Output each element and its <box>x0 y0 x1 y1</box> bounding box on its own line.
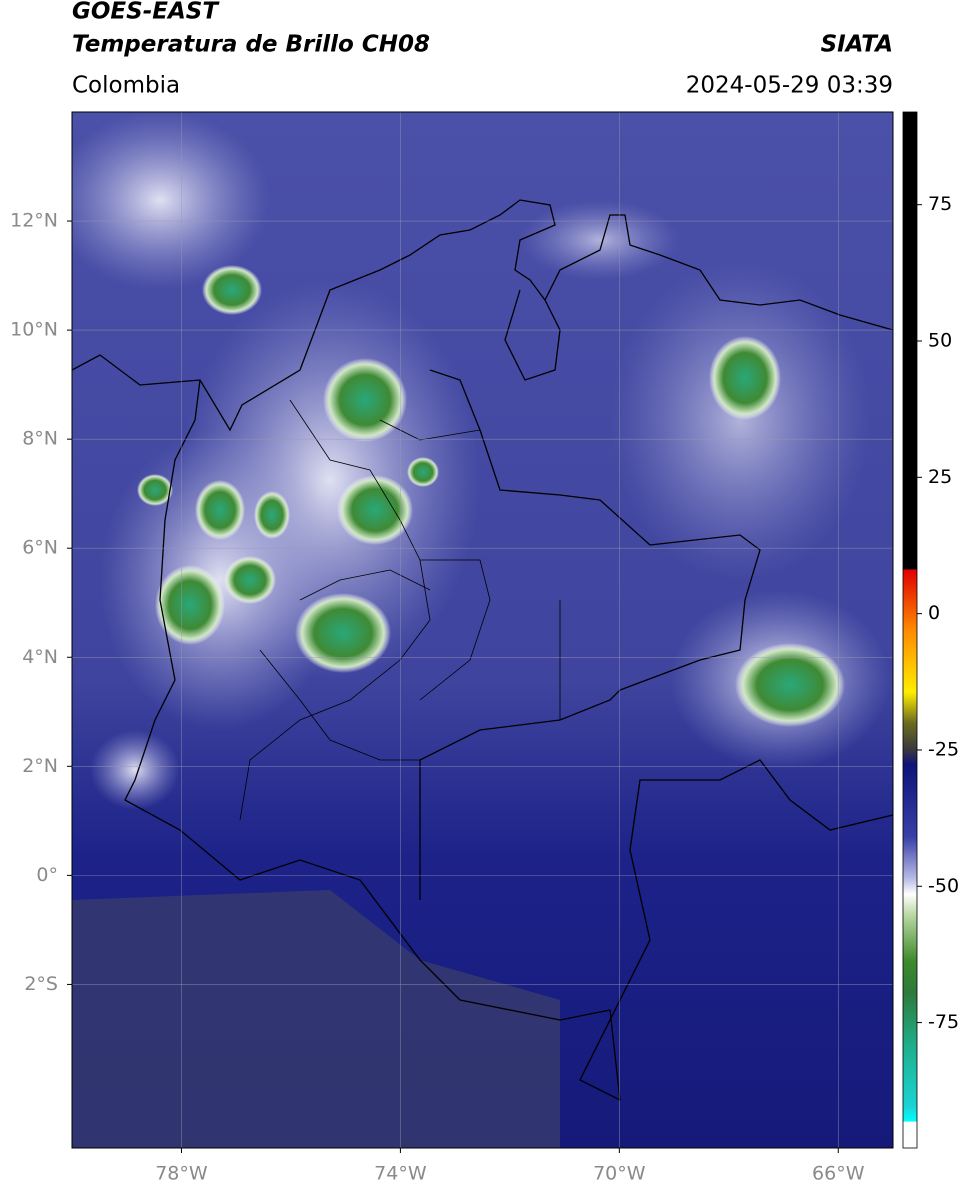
y-tick-label: 2°S <box>24 973 58 995</box>
colorbar-tick-label: -25 <box>928 738 959 760</box>
map-frame <box>71 111 894 1149</box>
x-tick-label: 74°W <box>374 1163 427 1185</box>
colorbar-tick-label: 50 <box>928 330 952 352</box>
y-tick-label: 10°N <box>10 319 58 341</box>
colorbar-tick-label: 25 <box>928 466 952 488</box>
y-tick-label: 12°N <box>10 210 58 232</box>
y-tick-label: 2°N <box>22 755 58 777</box>
colorbar <box>902 111 918 1149</box>
y-tick-label: 0° <box>36 864 58 886</box>
colorbar-tick-label: -50 <box>928 875 959 897</box>
satellite-image <box>72 112 893 1148</box>
x-tick-label: 66°W <box>812 1163 865 1185</box>
y-tick-label: 4°N <box>22 646 58 668</box>
subtitle: Temperatura de Brillo CH08 <box>72 32 430 58</box>
source: SIATA <box>821 32 893 58</box>
y-tick-label: 6°N <box>22 537 58 559</box>
y-tick-label: 8°N <box>22 428 58 450</box>
colorbar-tick-label: -75 <box>928 1011 959 1033</box>
colorbar-tick-label: 75 <box>928 193 952 215</box>
x-tick-label: 70°W <box>593 1163 646 1185</box>
title: GOES-EAST <box>72 0 220 25</box>
datetime: 2024-05-29 03:39 <box>686 73 893 99</box>
region: Colombia <box>72 73 180 99</box>
colorbar-tick-label: 0 <box>928 602 940 624</box>
x-tick-label: 78°W <box>155 1163 208 1185</box>
